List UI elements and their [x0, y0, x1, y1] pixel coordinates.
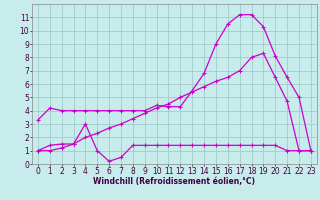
X-axis label: Windchill (Refroidissement éolien,°C): Windchill (Refroidissement éolien,°C) — [93, 177, 255, 186]
